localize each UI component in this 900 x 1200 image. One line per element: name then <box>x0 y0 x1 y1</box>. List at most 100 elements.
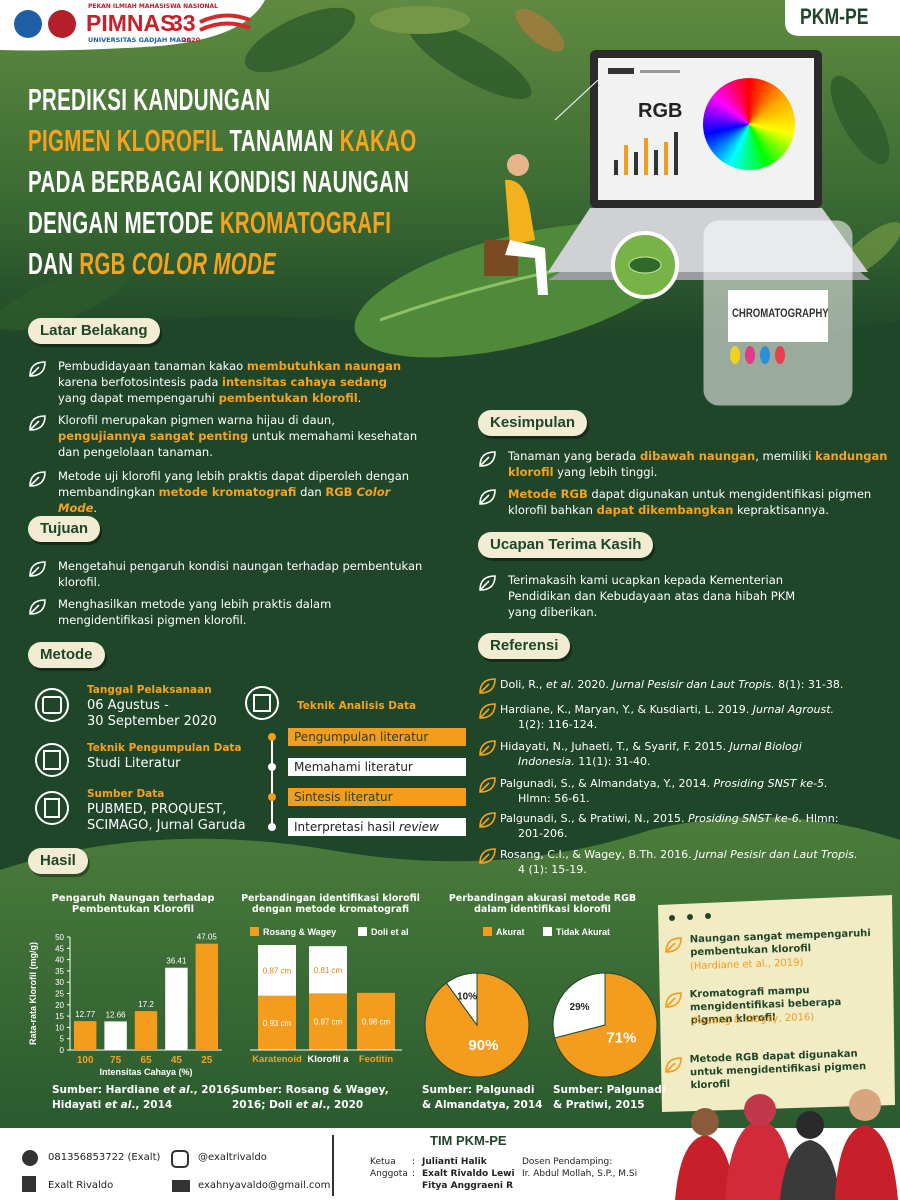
chart-title: Pengaruh Naungan terhadap Pembentukan Kl… <box>51 893 215 915</box>
event-name: PIMNAS <box>86 10 176 36</box>
team-sep: : <box>412 1169 416 1179</box>
text-run: , memiliki <box>755 449 816 463</box>
analysis-step: Pengumpulan literatur <box>288 728 466 746</box>
analysis-step: Sintesis literatur <box>288 788 466 806</box>
contact-icons <box>22 1150 190 1192</box>
team-photos <box>675 1089 898 1200</box>
list-item: Terimakasih kami ucapkan kepada Kementer… <box>508 572 808 620</box>
text-run: Hlmn: 201-206. <box>518 812 839 840</box>
section-heading: Hasil <box>28 848 88 874</box>
title-line: DAN RGB COLOR MODE <box>28 246 276 282</box>
reference: Palgunadi, S., & Pratiwi, N., 2015. Pros… <box>500 811 858 841</box>
text-run: ., 2016; Hidayati <box>52 1084 235 1111</box>
section-heading: Metode <box>28 642 105 668</box>
text-run: DAN <box>28 246 80 281</box>
screen-label: RGB <box>638 100 683 122</box>
text-run: DENGAN METODE <box>28 205 220 240</box>
text-run: kandungan klorofil <box>508 449 888 479</box>
text-run: membutuhkan naungan <box>246 359 402 373</box>
text-run: pengujiannya sangat penting <box>58 429 249 443</box>
team-name: Fitya Anggraeni R <box>422 1181 514 1191</box>
person <box>505 179 535 245</box>
text-run: Pembudidayaan tanaman kakao <box>58 359 247 373</box>
text-run: et al <box>104 1099 132 1111</box>
list-item: Metode RGB dapat digunakan untuk mengide… <box>508 486 888 518</box>
text-run: Jurnal Pesisir dan Laut Tropis. <box>612 678 775 691</box>
metode-label: Teknik Analisis Data <box>297 700 417 712</box>
section-heading: Tujuan <box>28 516 101 542</box>
reference: Hidayati, N., Juhaeti, T., & Syarif, F. … <box>500 739 858 769</box>
team-label: Ketua <box>370 1157 396 1167</box>
analysis-step: Memahami literatur <box>288 758 466 776</box>
beaker-card <box>728 290 828 342</box>
team-sep: : <box>412 1157 416 1167</box>
contact: 081356853722 (Exalt) <box>48 1152 161 1163</box>
title-line: PADA BERBAGAI KONDISI NAUNGAN <box>28 164 409 200</box>
chart-title: Perbandingan identifikasi klorofil denga… <box>241 893 420 915</box>
text-run: COLOR MODE <box>131 246 277 281</box>
text-run: PADA BERBAGAI KONDISI NAUNGAN <box>28 164 410 199</box>
text-run: pembentukan klorofil <box>218 391 358 405</box>
text-run: Jurnal Pesisir dan Laut Tropis. <box>695 848 858 861</box>
text-run: Terimakasih kami ucapkan kepada Kementer… <box>508 573 796 619</box>
badge-box <box>785 0 900 36</box>
text-run: Jurnal Biologi Indonesia. <box>518 740 802 768</box>
text-run: dan <box>296 485 326 499</box>
text-run: Palgunadi, S., & Pratiwi, N., 2015. <box>500 812 689 825</box>
list-item: Mengetahui pengaruh kondisi naungan terh… <box>58 558 428 590</box>
text-run: RGB <box>325 485 357 499</box>
metode-label: Teknik Pengumpulan Data <box>87 742 242 754</box>
text-run: Metode uji klorofil yang lebih praktis d… <box>58 469 410 499</box>
section-heading: Ucapan Terima Kasih <box>478 532 654 558</box>
section-heading: Referensi <box>478 633 571 659</box>
text-run: 8(1): 31-38. <box>774 678 844 691</box>
text-run: RGB <box>79 246 132 281</box>
list-item: Menghasilkan metode yang lebih praktis d… <box>58 596 428 628</box>
text-run: Interpretasi hasil <box>294 820 399 834</box>
contact: @exaltrivaldo <box>198 1152 267 1163</box>
screen-icon <box>608 68 634 74</box>
analysis-step: Interpretasi hasil review <box>288 818 466 836</box>
text-run: Mengetahui pengaruh kondisi naungan terh… <box>58 559 423 589</box>
notes-paper <box>658 895 895 1112</box>
text-run: yang lebih tinggi. <box>553 465 658 479</box>
text-run: PREDIKSI KANDUNGAN <box>28 82 271 117</box>
paper-holes <box>669 913 711 921</box>
text-run: . 2020. <box>570 678 613 691</box>
metode-icons <box>35 686 279 825</box>
text-run: Sumber: Rosang & Wagey, 2016; Doli <box>232 1084 389 1111</box>
reference: Palgunadi, S., & Almandatya, Y., 2014. P… <box>500 776 858 806</box>
title-line: PREDIKSI KANDUNGAN <box>28 82 270 118</box>
text-run: Pengumpulan literatur <box>294 730 429 744</box>
text-run: 4 (1): 15-19. <box>518 863 587 876</box>
reference: Rosang, C.I., & Wagey, B.Th. 2016. Jurna… <box>500 847 858 877</box>
metode-label: Tanggal Pelaksanaan <box>87 684 212 696</box>
text-run: dapat dikembangkan <box>596 503 734 517</box>
metode-value: 06 Agustus - <box>87 698 169 713</box>
text-run: . <box>357 391 362 405</box>
badge: PKM-PE <box>800 4 869 29</box>
text-run: et al <box>546 678 571 691</box>
text-run: Sintesis literatur <box>294 790 393 804</box>
logo-mark <box>48 10 76 38</box>
list-item: Metode uji klorofil yang lebih praktis d… <box>58 468 418 516</box>
pigment-spots <box>730 346 785 364</box>
text-run: intensitas cahaya sedang <box>222 375 388 389</box>
text-run: Hlmn: 56-61. <box>518 792 590 805</box>
contact: Exalt Rivaldo <box>48 1180 114 1191</box>
text-run: Doli, R., <box>500 678 547 691</box>
metode-value: SCIMAGO, Jurnal Garuda <box>87 818 246 833</box>
chart-title: Perbandingan akurasi metode RGB dalam id… <box>448 893 637 915</box>
text-run: et al <box>295 1099 323 1111</box>
text-run: Prosiding SNST ke-5. <box>713 777 828 790</box>
reference: Doli, R., et al. 2020. Jurnal Pesisir da… <box>500 677 858 692</box>
text-run: Tanaman yang berada <box>508 449 640 463</box>
text-run: 11(1): 31-40. <box>574 755 651 768</box>
text-run: Sumber: Hardiane <box>52 1084 164 1096</box>
text-run: metode kromatografi <box>158 485 297 499</box>
text-run: dibawah naungan <box>639 449 756 463</box>
list-item: Tanaman yang berada dibawah naungan, mem… <box>508 448 888 480</box>
team-name: Julianti Halik <box>422 1157 487 1167</box>
metode-value: 30 September 2020 <box>87 714 217 729</box>
